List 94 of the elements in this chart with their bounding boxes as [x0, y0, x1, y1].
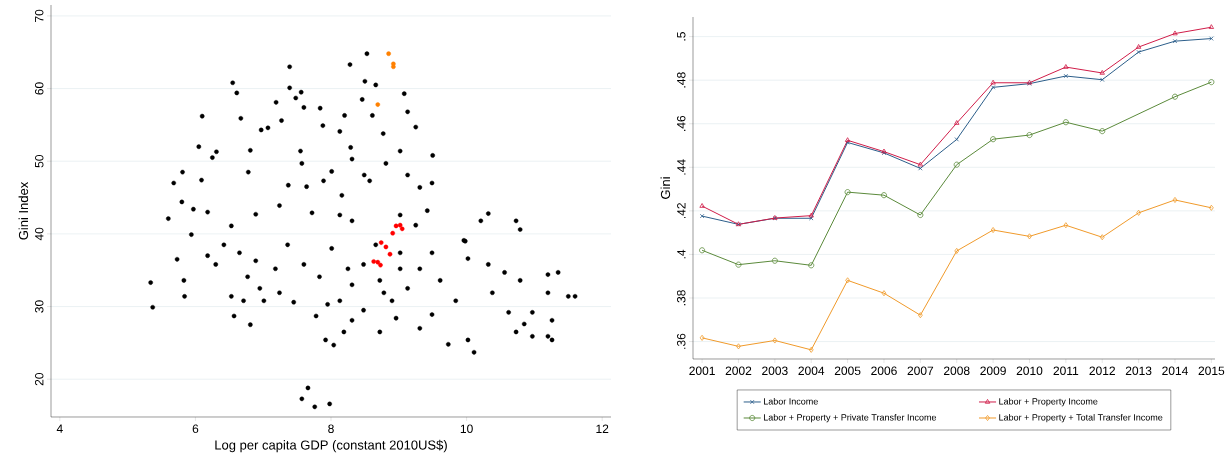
point [387, 251, 393, 257]
y-tick-label: 50 [34, 155, 44, 168]
y-tick-label: .36 [676, 333, 686, 349]
point [1063, 73, 1069, 79]
point [808, 262, 815, 269]
point [990, 85, 996, 90]
point [844, 189, 851, 196]
point [736, 343, 741, 350]
y-tick-label: .38 [676, 290, 686, 306]
point [953, 161, 960, 168]
point [383, 244, 389, 250]
legend-label: Labor + Property Income [999, 397, 1098, 407]
point [1172, 30, 1178, 36]
point [393, 223, 399, 229]
y-tick-label: .5 [677, 32, 686, 41]
point [1172, 196, 1178, 203]
x-tick-label: 2006 [871, 366, 897, 376]
y-tick-label: .4 [677, 249, 686, 259]
point [1099, 128, 1106, 135]
point [1172, 38, 1178, 44]
x-tick-label: 10 [460, 424, 473, 434]
point [918, 166, 923, 171]
x-tick-label: 2008 [943, 366, 970, 376]
point [390, 230, 395, 236]
point [808, 346, 814, 353]
point [954, 120, 960, 125]
y-axis-title: Gini [660, 177, 671, 199]
y-tick-label: 20 [34, 372, 44, 386]
point [954, 247, 960, 254]
point [1136, 209, 1141, 216]
legend-label: Labor + Property + Total Transfer Income [999, 413, 1163, 423]
x-tick-label: 2012 [1089, 366, 1115, 376]
point [399, 226, 405, 232]
x-tick-label: 6 [192, 424, 199, 434]
point [378, 262, 383, 268]
point [1027, 233, 1032, 240]
x-tick-label: 2004 [798, 366, 825, 376]
point [954, 137, 959, 142]
x-tick-label: 4 [56, 424, 63, 433]
point [917, 212, 924, 218]
point [1135, 44, 1142, 49]
x-tick-label: 2014 [1162, 366, 1188, 376]
point [397, 222, 403, 228]
x-tick-label: 8 [328, 424, 334, 434]
point [371, 259, 377, 264]
point [391, 64, 396, 70]
point [735, 261, 742, 268]
point [1063, 64, 1069, 69]
x-tick-label: 2001 [689, 366, 715, 376]
y-tick-label: .42 [677, 203, 686, 219]
x-tick-label: 2005 [834, 366, 861, 376]
x-tick-label: 2015 [1198, 366, 1225, 376]
x-tick-label: 2003 [762, 366, 788, 376]
x-tick-label: 2010 [1016, 366, 1043, 376]
point [1136, 49, 1141, 55]
point [1062, 119, 1069, 126]
point [881, 290, 887, 297]
point [808, 212, 814, 218]
y-tick-label: 40 [34, 227, 44, 241]
point [845, 277, 850, 284]
point [990, 136, 997, 143]
y-tick-label: .44 [677, 159, 686, 175]
x-tick-label: 2002 [725, 366, 752, 376]
x-tick-label: 2009 [980, 366, 1006, 376]
y-tick-label: 60 [34, 82, 44, 95]
point [1171, 93, 1178, 100]
point [1099, 77, 1105, 82]
point [375, 102, 381, 107]
point [990, 227, 996, 234]
legend-label: Labor Income [763, 397, 818, 405]
x-axis-title: Log per capita GDP (constant 2010US$) [215, 439, 447, 453]
y-axis-title: Gini Index [18, 181, 29, 240]
x-tick-label: 2007 [907, 366, 934, 376]
legend-label: Labor + Property + Private Transfer Income [763, 413, 937, 423]
x-tick-label: 2011 [1053, 366, 1079, 376]
point [1099, 69, 1105, 75]
x-tick-label: 2013 [1125, 366, 1152, 376]
point [1063, 222, 1069, 229]
point [378, 240, 384, 245]
x-tick-label: 12 [596, 424, 609, 433]
point [1026, 132, 1033, 139]
point [771, 257, 778, 264]
point [1099, 234, 1105, 241]
point [375, 259, 381, 265]
y-tick-label: 30 [34, 300, 44, 313]
point [990, 79, 996, 85]
y-tick-label: .48 [676, 72, 686, 88]
y-tick-label: 70 [34, 9, 44, 22]
point [918, 312, 923, 319]
y-tick-label: .46 [676, 115, 686, 131]
point [917, 161, 924, 167]
point [880, 192, 887, 199]
point [386, 51, 391, 56]
point [772, 337, 778, 344]
